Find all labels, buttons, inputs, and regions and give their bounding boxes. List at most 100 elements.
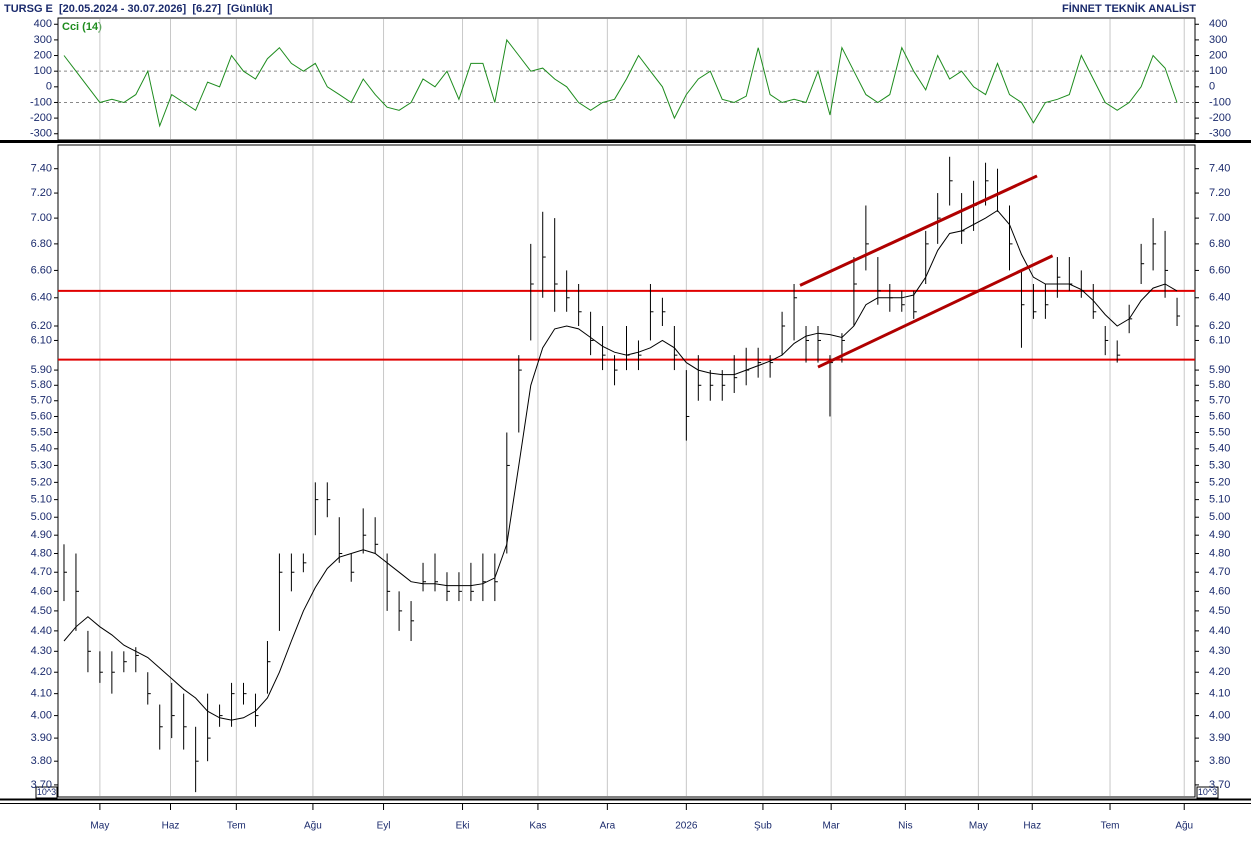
y-tick-label: 0 xyxy=(1209,81,1215,93)
y-tick-label: -100 xyxy=(1209,96,1231,108)
trend-line xyxy=(817,254,1054,369)
x-tick-label: Tem xyxy=(1101,821,1120,832)
price-frame xyxy=(57,144,1196,798)
y-tick-label: 200 xyxy=(34,49,52,61)
y-tick-label: -100 xyxy=(30,96,52,108)
y-tick-label: 6.10 xyxy=(31,334,52,346)
y-tick-label: -300 xyxy=(1209,128,1231,140)
y-tick-label: 4.10 xyxy=(1209,688,1230,700)
y-tick-label: 4.50 xyxy=(1209,605,1230,617)
y-tick-label: -200 xyxy=(30,112,52,124)
y-tick-label: 7.40 xyxy=(31,163,52,175)
y-tick-label: 6.20 xyxy=(31,320,52,332)
y-tick-label: 5.20 xyxy=(1209,476,1230,488)
y-tick-label: -300 xyxy=(30,128,52,140)
y-tick-label: 4.90 xyxy=(31,529,52,541)
x-tick-label: Ara xyxy=(600,821,616,832)
y-tick-label: 3.80 xyxy=(31,755,52,767)
y-tick-label: 5.20 xyxy=(31,476,52,488)
y-tick-label: 4.60 xyxy=(1209,585,1230,597)
y-tick-label: 0 xyxy=(46,81,52,93)
y-tick-label: 4.10 xyxy=(31,688,52,700)
y-tick-label: 4.20 xyxy=(1209,666,1230,678)
y-tick-label: 5.10 xyxy=(31,494,52,506)
moving-average xyxy=(63,209,1178,721)
y-tick-label: 3.90 xyxy=(1209,732,1230,744)
y-tick-label: 4.30 xyxy=(31,645,52,657)
y-tick-label: 4.80 xyxy=(31,547,52,559)
cci-title: Cci (14) xyxy=(62,21,102,33)
scale-note: 10^3 xyxy=(1198,787,1217,797)
y-tick-label: 4.50 xyxy=(31,605,52,617)
y-tick-label: 5.50 xyxy=(31,426,52,438)
y-tick-label: 7.20 xyxy=(1209,187,1230,199)
y-tick-label: 5.30 xyxy=(31,459,52,471)
y-tick-label: 200 xyxy=(1209,49,1227,61)
y-tick-label: 5.00 xyxy=(31,511,52,523)
y-tick-label: 5.60 xyxy=(1209,410,1230,422)
y-tick-label: 5.00 xyxy=(1209,511,1230,523)
cci-line xyxy=(63,38,1178,128)
x-tick-label: Eki xyxy=(456,821,470,832)
y-tick-label: 6.10 xyxy=(1209,334,1230,346)
y-tick-label: 7.00 xyxy=(1209,212,1230,224)
y-tick-label: 3.70 xyxy=(1209,779,1230,791)
x-tick-label: Eyl xyxy=(377,821,391,832)
trend-line xyxy=(799,174,1038,287)
x-tick-label: Mar xyxy=(823,821,841,832)
y-tick-label: 5.50 xyxy=(1209,426,1230,438)
y-tick-label: 4.70 xyxy=(31,566,52,578)
x-tick-label: Kas xyxy=(529,821,546,832)
y-tick-label: 5.40 xyxy=(1209,443,1230,455)
y-tick-label: 4.20 xyxy=(31,666,52,678)
y-tick-label: 5.40 xyxy=(31,443,52,455)
symbol-info: TURSG E [20.05.2024 - 30.07.2026] [6.27]… xyxy=(4,3,273,15)
x-tick-label: May xyxy=(90,821,109,832)
y-tick-label: 7.40 xyxy=(1209,163,1230,175)
y-tick-label: 6.40 xyxy=(31,292,52,304)
y-tick-label: 4.60 xyxy=(31,585,52,597)
y-tick-label: 4.40 xyxy=(31,625,52,637)
y-tick-label: 6.20 xyxy=(1209,320,1230,332)
scale-box xyxy=(35,786,58,799)
brand: FİNNET TEKNİK ANALİST xyxy=(1062,2,1196,15)
y-tick-label: 3.70 xyxy=(31,779,52,791)
y-tick-label: 6.80 xyxy=(1209,238,1230,250)
y-tick-label: 100 xyxy=(34,65,52,77)
x-tick-label: Haz xyxy=(1023,821,1041,832)
x-tick-label: Şub xyxy=(754,821,772,832)
y-tick-label: -200 xyxy=(1209,112,1231,124)
y-tick-label: 6.60 xyxy=(31,264,52,276)
y-tick-label: 7.00 xyxy=(31,212,52,224)
x-tick-label: May xyxy=(969,821,988,832)
y-tick-label: 5.30 xyxy=(1209,459,1230,471)
y-tick-label: 300 xyxy=(1209,34,1227,46)
y-tick-label: 400 xyxy=(1209,18,1227,30)
y-tick-label: 6.40 xyxy=(1209,292,1230,304)
y-tick-label: 4.90 xyxy=(1209,529,1230,541)
y-tick-label: 4.30 xyxy=(1209,645,1230,657)
y-tick-label: 4.00 xyxy=(1209,710,1230,722)
y-tick-label: 4.80 xyxy=(1209,547,1230,559)
y-tick-label: 5.90 xyxy=(31,364,52,376)
y-tick-label: 7.20 xyxy=(31,187,52,199)
y-tick-label: 3.80 xyxy=(1209,755,1230,767)
y-tick-label: 4.40 xyxy=(1209,625,1230,637)
y-tick-label: 5.90 xyxy=(1209,364,1230,376)
x-tick-label: Tem xyxy=(227,821,246,832)
y-tick-label: 5.80 xyxy=(1209,379,1230,391)
scale-note: 10^3 xyxy=(37,787,56,797)
y-tick-label: 5.70 xyxy=(31,395,52,407)
y-tick-label: 5.60 xyxy=(31,410,52,422)
y-tick-label: 5.70 xyxy=(1209,395,1230,407)
y-tick-label: 6.80 xyxy=(31,238,52,250)
y-tick-label: 4.70 xyxy=(1209,566,1230,578)
x-tick-label: Ağu xyxy=(1175,821,1193,832)
x-tick-label: Ağu xyxy=(304,821,322,832)
y-tick-label: 5.10 xyxy=(1209,494,1230,506)
y-tick-label: 6.60 xyxy=(1209,264,1230,276)
x-tick-label: Haz xyxy=(162,821,180,832)
x-tick-label: 2026 xyxy=(675,821,698,832)
